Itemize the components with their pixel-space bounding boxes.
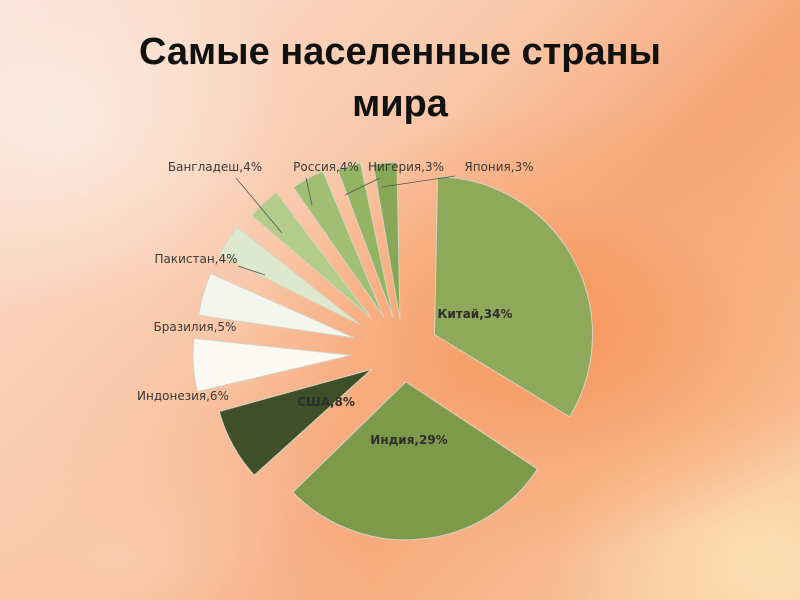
- pie-slice-5: [218, 226, 362, 326]
- data-label-1: Индия,29%: [370, 433, 447, 447]
- pie-slice-4: [198, 272, 356, 339]
- leader-line-5: [237, 265, 266, 276]
- title-line-1: Самые населенные страны: [139, 31, 661, 73]
- pie-slice-1: [292, 381, 539, 541]
- data-label-4: Бразилия,5%: [154, 320, 237, 334]
- data-label-3: Индонезия,6%: [137, 389, 229, 403]
- pie-slice-7: [292, 170, 385, 318]
- data-label-6: Бангладеш,4%: [168, 160, 262, 174]
- data-label-7: Россия,4%: [293, 160, 359, 174]
- pie-slice-6: [251, 191, 372, 319]
- data-label-5: Пакистан,4%: [154, 252, 237, 266]
- data-label-0: Китай,34%: [438, 307, 513, 321]
- pie-slice-0: [434, 176, 594, 418]
- pie-slice-2: [218, 368, 372, 476]
- pie-slice-8: [336, 162, 394, 318]
- leader-line-6: [235, 177, 283, 234]
- data-label-8: Нигерия,3%: [368, 160, 444, 174]
- pie-slice-3: [192, 337, 352, 393]
- data-label-2: США,8%: [297, 395, 355, 409]
- leader-line-9: [381, 175, 456, 188]
- slide-title: Самые населенные страны мира: [0, 26, 800, 130]
- leader-line-8: [344, 177, 381, 196]
- title-line-2: мира: [352, 83, 448, 125]
- data-label-9: Япония,3%: [464, 160, 533, 174]
- pie-slice-9: [372, 161, 401, 321]
- leader-line-7: [305, 177, 313, 206]
